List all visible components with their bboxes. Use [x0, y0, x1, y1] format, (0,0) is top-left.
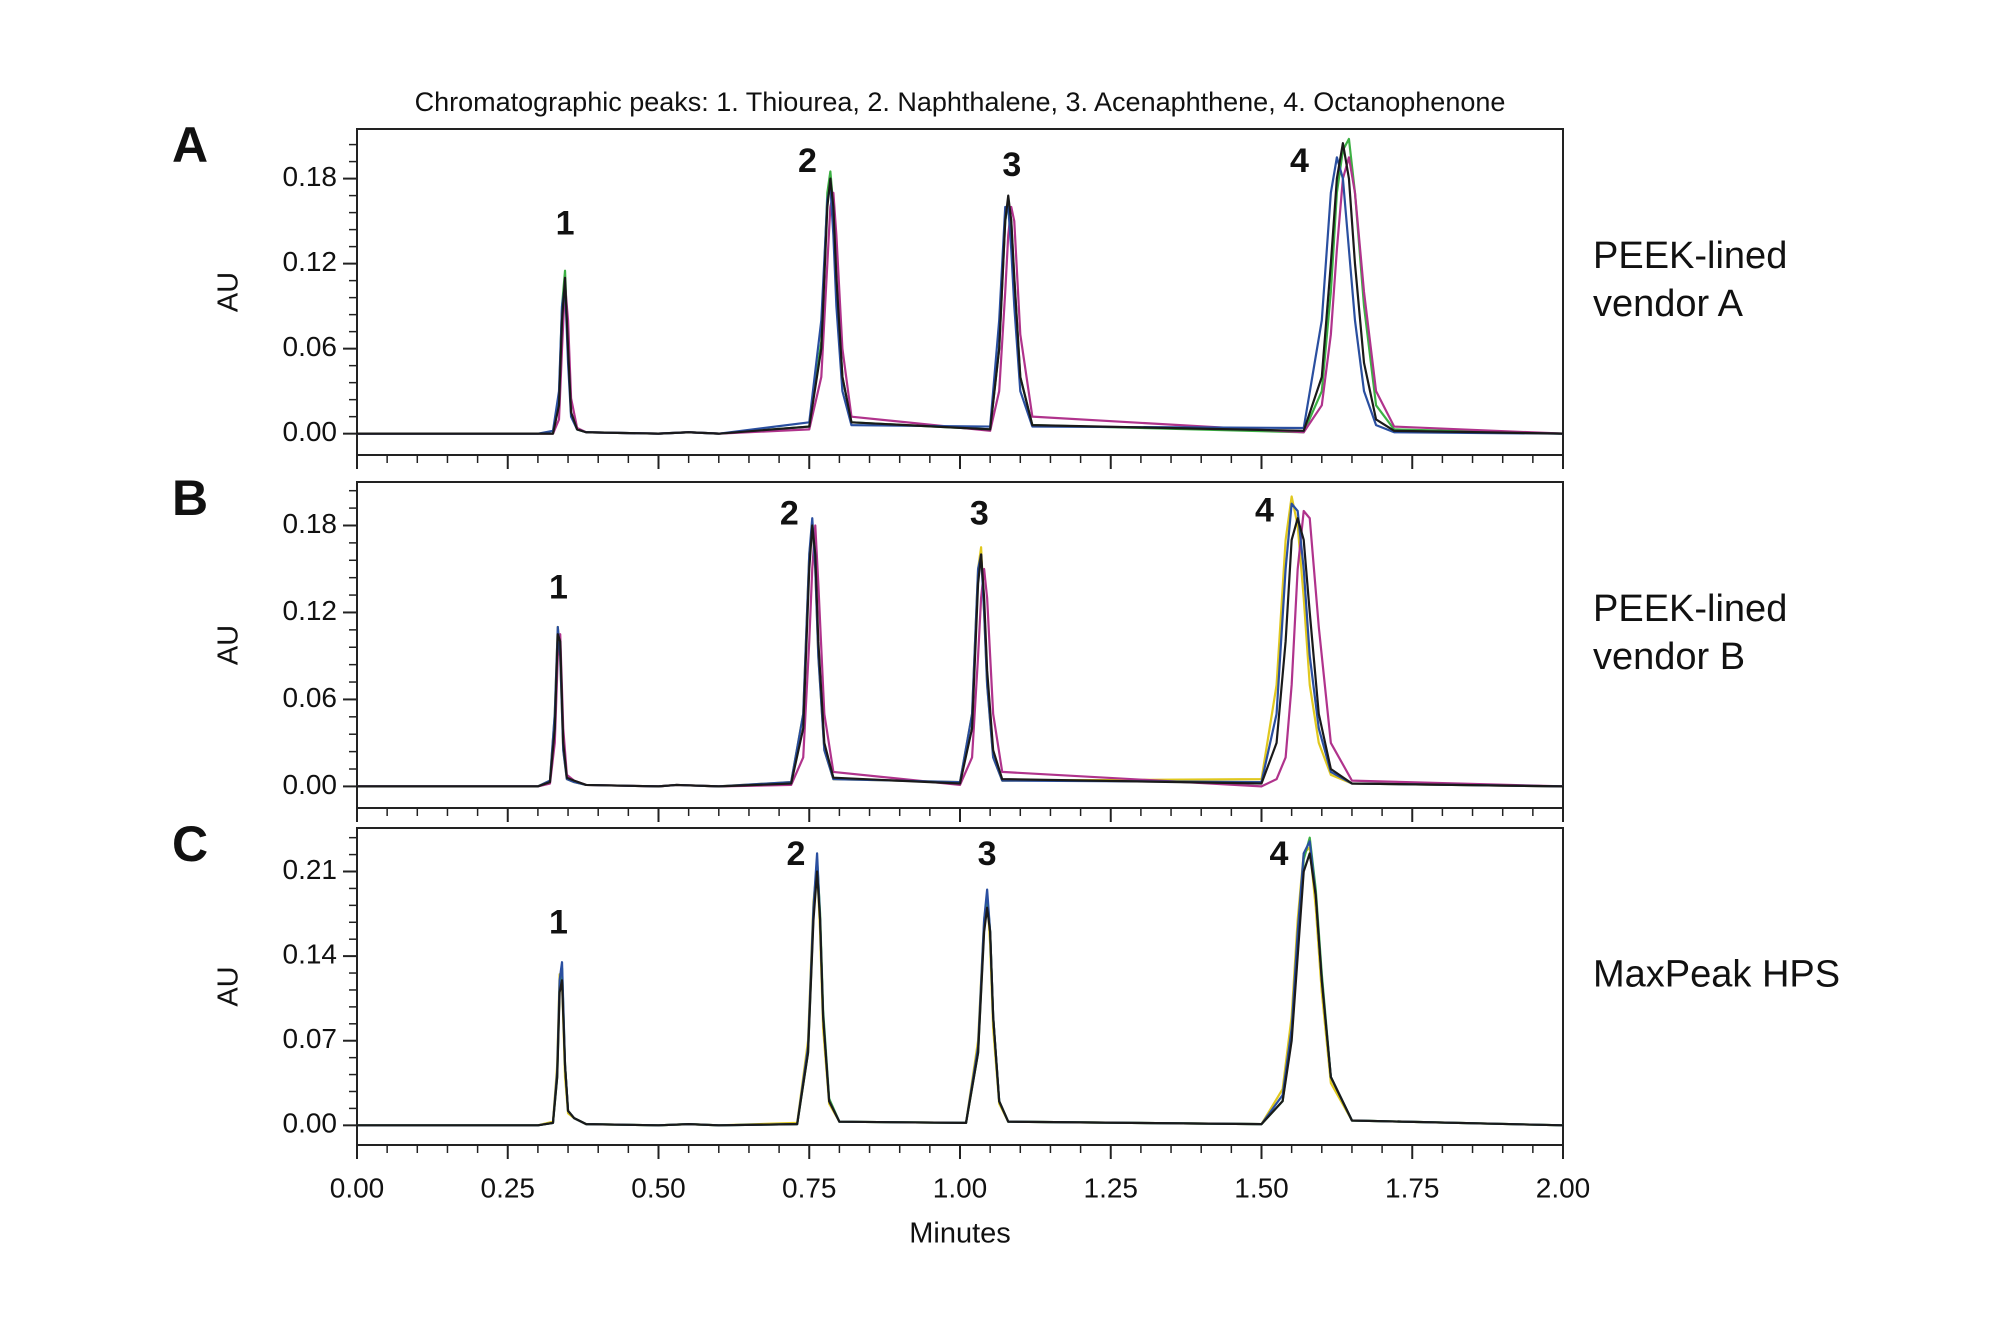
peak-label: 2	[787, 835, 806, 873]
side-label: vendor B	[1593, 636, 1745, 678]
side-label: PEEK-lined	[1593, 235, 1787, 277]
x-tick-label: 2.00	[1536, 1172, 1591, 1203]
trace	[357, 846, 1564, 1127]
y-tick-label: 0.18	[283, 161, 338, 192]
y-tick-label: 0.07	[283, 1023, 338, 1054]
trace	[357, 502, 1564, 788]
peak-label: 3	[1002, 146, 1021, 184]
x-tick-label: 1.00	[933, 1172, 988, 1203]
peak-label: 1	[549, 904, 568, 942]
y-tick-label: 0.06	[283, 331, 338, 362]
peak-label: 4	[1255, 491, 1274, 529]
y-tick-label: 0.00	[283, 1108, 338, 1139]
x-tick-label: 1.50	[1234, 1172, 1289, 1203]
trace	[357, 840, 1564, 1127]
x-tick-label: 1.75	[1385, 1172, 1440, 1203]
trace	[357, 517, 1564, 788]
trace	[357, 156, 1564, 435]
x-tick-label: 0.50	[631, 1172, 686, 1203]
trace	[357, 836, 1564, 1127]
trace	[357, 137, 1564, 435]
trace	[357, 509, 1564, 788]
peak-label: 4	[1270, 835, 1289, 873]
trace	[357, 156, 1564, 435]
y-tick-label: 0.00	[283, 416, 338, 447]
y-tick-label: 0.06	[283, 682, 338, 713]
y-tick-label: 0.12	[283, 595, 338, 626]
panel-letter: C	[172, 816, 208, 872]
x-tick-label: 0.75	[782, 1172, 837, 1203]
plot-frame	[356, 481, 1564, 809]
peak-label: 3	[970, 494, 989, 532]
y-tick-label: 0.00	[283, 769, 338, 800]
y-axis-label: AU	[213, 272, 245, 312]
y-axis-label: AU	[213, 966, 245, 1006]
panel-letter: A	[172, 117, 208, 173]
x-tick-label: 1.25	[1084, 1172, 1139, 1203]
plot-frame	[356, 827, 1564, 1146]
x-axis-label: Minutes	[909, 1218, 1011, 1250]
y-tick-label: 0.14	[283, 939, 338, 970]
side-label: MaxPeak HPS	[1593, 954, 1840, 996]
chart-title: Chromatographic peaks: 1. Thiourea, 2. N…	[415, 87, 1506, 117]
side-label: vendor A	[1593, 283, 1744, 325]
panel-letter: B	[172, 470, 208, 526]
peak-label: 4	[1290, 142, 1309, 180]
trace	[357, 495, 1564, 788]
side-label: PEEK-lined	[1593, 588, 1787, 630]
trace	[357, 852, 1564, 1127]
y-tick-label: 0.21	[283, 854, 338, 885]
plot-frame	[356, 128, 1564, 456]
peak-label: 1	[556, 204, 575, 242]
x-tick-label: 0.00	[330, 1172, 385, 1203]
x-tick-label: 0.25	[481, 1172, 536, 1203]
trace	[357, 142, 1564, 435]
y-tick-label: 0.12	[283, 246, 338, 277]
peak-label: 3	[978, 835, 997, 873]
peak-label: 1	[549, 568, 568, 606]
peak-label: 2	[798, 142, 817, 180]
y-axis-label: AU	[213, 625, 245, 665]
y-tick-label: 0.18	[283, 508, 338, 539]
peak-label: 2	[780, 494, 799, 532]
